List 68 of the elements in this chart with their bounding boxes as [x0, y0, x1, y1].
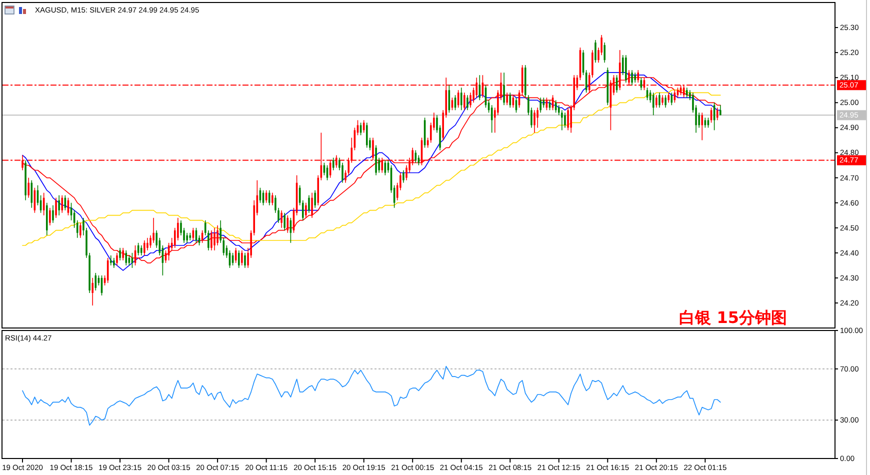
candlestick: [52, 204, 54, 224]
candlestick: [668, 92, 670, 104]
candlestick: [55, 197, 57, 218]
candlestick: [567, 107, 569, 131]
candlestick: [80, 222, 82, 238]
candlestick: [402, 170, 404, 184]
candlestick: [241, 250, 243, 266]
candlestick: [116, 252, 118, 266]
candlestick: [466, 94, 468, 111]
candlestick: [30, 180, 33, 208]
candlestick: [76, 220, 78, 238]
candlestick: [686, 87, 688, 98]
candlestick: [540, 97, 542, 114]
candlestick: [92, 278, 94, 306]
line-series: [22, 366, 721, 426]
candlestick: [272, 192, 274, 206]
candlestick: [536, 107, 538, 128]
candlestick: [664, 94, 666, 108]
candlestick: [186, 232, 188, 244]
candlestick: [332, 157, 334, 171]
candlestick: [28, 177, 30, 198]
candlestick: [286, 214, 289, 234]
candlestick: [113, 257, 115, 268]
candlestick: [534, 110, 536, 134]
candlestick: [268, 190, 270, 206]
annotation: 白银 15分钟图: [679, 308, 787, 327]
candlestick: [119, 247, 121, 261]
candlestick: [94, 272, 97, 291]
candlestick: [210, 230, 212, 251]
candlestick: [604, 42, 606, 63]
candlestick: [308, 194, 310, 214]
candlestick: [625, 54, 627, 84]
candlestick: [418, 154, 420, 166]
candlestick: [464, 92, 466, 111]
candlestick: [509, 92, 512, 108]
candlestick: [125, 250, 128, 266]
candlestick: [366, 122, 368, 148]
candlestick: [631, 70, 633, 86]
candlestick: [122, 247, 124, 261]
candlestick: [61, 194, 64, 214]
candlestick: [701, 112, 704, 141]
candlestick: [564, 112, 566, 128]
candlestick: [58, 194, 60, 216]
candlestick: [146, 237, 148, 251]
candlestick: [284, 212, 286, 231]
candlestick: [244, 252, 246, 268]
candlestick: [594, 40, 596, 63]
candlestick: [214, 227, 216, 251]
candlestick: [658, 92, 660, 108]
candlestick: [144, 240, 146, 256]
candlestick: [238, 250, 240, 268]
candlestick: [656, 94, 658, 108]
candlestick: [302, 200, 304, 221]
candlestick: [634, 72, 636, 84]
candlestick: [652, 92, 654, 116]
candlestick: [311, 192, 313, 218]
candlestick: [110, 254, 112, 266]
candlestick: [662, 94, 664, 106]
candlestick: [314, 190, 316, 208]
candlestick: [506, 92, 508, 106]
candlestick: [460, 87, 462, 111]
candlestick: [280, 210, 282, 228]
candlestick: [716, 107, 718, 121]
candlestick: [622, 54, 624, 76]
candlestick: [49, 207, 51, 226]
candlestick: [140, 244, 142, 256]
candlestick: [305, 202, 307, 218]
candlestick: [503, 72, 505, 106]
